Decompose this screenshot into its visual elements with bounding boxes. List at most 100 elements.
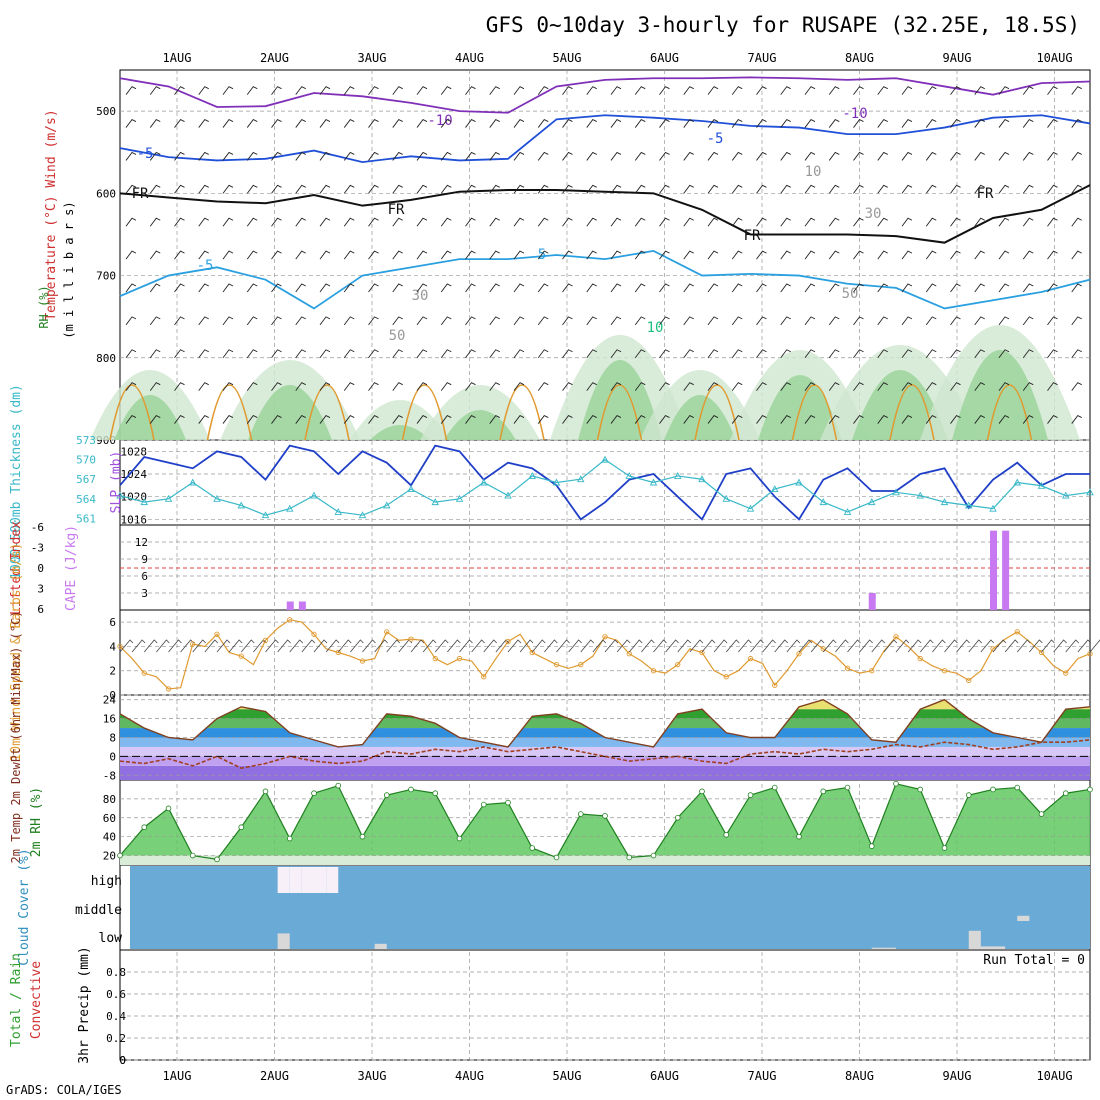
rh-point bbox=[844, 784, 851, 791]
wind-barb bbox=[125, 349, 137, 359]
wind-barb bbox=[246, 349, 258, 359]
thickness-point bbox=[989, 504, 997, 512]
wind-barb bbox=[440, 414, 452, 424]
wind-barb-10m bbox=[471, 639, 485, 653]
wind-barb bbox=[1071, 217, 1082, 227]
wind-barb bbox=[198, 414, 209, 424]
wind-barb bbox=[853, 184, 864, 194]
wind-barb bbox=[683, 118, 694, 128]
contour-label: 10 bbox=[647, 320, 664, 336]
chart-title: GFS 0~10day 3-hourly for RUSAPE (32.25E,… bbox=[486, 13, 1080, 37]
wind-barb bbox=[271, 86, 282, 95]
precip-side-title: Total / Rain bbox=[9, 953, 24, 1047]
y-tick-label: 0.4 bbox=[106, 1010, 126, 1023]
cloud-bar bbox=[980, 946, 993, 949]
wind-barb bbox=[683, 217, 694, 227]
wind-barb bbox=[246, 382, 258, 391]
wind-barb bbox=[853, 349, 864, 359]
y-tick-label: 561 bbox=[76, 512, 96, 525]
wind-barb bbox=[804, 184, 816, 194]
wind-barb bbox=[513, 283, 525, 293]
wind-barb bbox=[998, 283, 1010, 293]
precip-frame bbox=[119, 949, 1091, 1061]
wind-barb bbox=[440, 151, 452, 161]
wind-barb bbox=[537, 184, 549, 194]
rh-point bbox=[723, 831, 730, 838]
thickness-point bbox=[1037, 481, 1046, 489]
y-tick-label: 6 bbox=[37, 603, 44, 616]
wind-barb bbox=[877, 151, 888, 161]
wind-barb bbox=[780, 217, 791, 227]
day-label-bottom: 1AUG bbox=[163, 1069, 192, 1083]
wind-barb bbox=[950, 382, 961, 391]
lifted-index-title: Lifted Index bbox=[9, 521, 24, 615]
wind-barb bbox=[1071, 414, 1082, 424]
wind-barb bbox=[974, 118, 985, 128]
thickness-point bbox=[576, 475, 585, 483]
wind-barb bbox=[780, 414, 791, 424]
wind-barb bbox=[562, 250, 573, 260]
y-tick-label: 2 bbox=[109, 665, 116, 678]
wind-barb bbox=[707, 217, 719, 227]
contour-label: FR bbox=[744, 228, 761, 244]
wind-barb bbox=[877, 118, 888, 128]
wind-barb bbox=[174, 250, 185, 260]
wind-barb bbox=[562, 382, 573, 391]
y-tick-label: 0 bbox=[109, 750, 116, 763]
upper-axis-title: Temperature (°C) Wind (m/s) bbox=[44, 109, 59, 320]
wind-barb bbox=[392, 283, 403, 293]
wind-barb bbox=[246, 86, 258, 95]
wind-barb-10m bbox=[289, 639, 304, 653]
rh-point bbox=[432, 790, 439, 797]
slp-line bbox=[119, 444, 1090, 521]
temp-contour-warm bbox=[596, 384, 643, 441]
wind-barb bbox=[853, 283, 864, 293]
wind-barb-10m bbox=[883, 639, 898, 653]
wind-speed-point bbox=[117, 643, 123, 650]
wind-barb bbox=[974, 86, 985, 95]
wind-barb bbox=[271, 217, 282, 227]
wind-barb bbox=[998, 151, 1010, 161]
y-tick-label: -3 bbox=[31, 542, 44, 555]
wind-barb bbox=[489, 184, 500, 194]
wind-barb bbox=[1071, 349, 1082, 359]
wind-barb bbox=[610, 382, 622, 391]
temp-title: 2m Temp 2m DewPt (6hr Min/Max) (°C) bbox=[9, 611, 23, 864]
wind-barb bbox=[1071, 382, 1082, 391]
contour-label: -10 bbox=[842, 106, 867, 122]
y-tick-label: 0 bbox=[37, 562, 44, 575]
cloud-bar bbox=[277, 933, 290, 949]
wind-barb-10m bbox=[1065, 639, 1080, 653]
wind-barb bbox=[319, 382, 331, 391]
contour-label: 10 bbox=[805, 164, 822, 180]
wind-barb bbox=[537, 283, 549, 293]
wind-barb bbox=[998, 184, 1010, 194]
wind-barb bbox=[1022, 283, 1034, 293]
wind-barb bbox=[634, 382, 646, 391]
wind-barb bbox=[271, 250, 282, 260]
wind-barb bbox=[319, 184, 331, 194]
wind-barb-10m bbox=[665, 639, 679, 653]
wind-barb bbox=[925, 382, 937, 391]
day-label-bottom: 4AUG bbox=[455, 1069, 484, 1083]
wind-barb bbox=[465, 184, 476, 194]
wind-barb bbox=[465, 316, 476, 326]
wind-barb bbox=[513, 184, 525, 194]
wind-barb bbox=[368, 316, 379, 326]
wind-barb bbox=[271, 316, 282, 326]
wind-barb bbox=[149, 382, 161, 391]
wind-barb-10m bbox=[325, 639, 340, 653]
wind-barb bbox=[368, 414, 379, 424]
wind-barb bbox=[950, 217, 961, 227]
wind-barb-10m bbox=[1041, 639, 1055, 653]
wind-barb bbox=[780, 349, 791, 359]
contour-label: FR bbox=[388, 202, 405, 218]
wind-barb bbox=[610, 250, 622, 260]
temp-band bbox=[120, 728, 1090, 738]
wind-barb-10m bbox=[944, 639, 958, 653]
wind-barb bbox=[319, 414, 331, 424]
day-label-top: 10AUG bbox=[1036, 51, 1072, 65]
wind-barb bbox=[416, 217, 428, 227]
wind-barb bbox=[756, 217, 767, 227]
